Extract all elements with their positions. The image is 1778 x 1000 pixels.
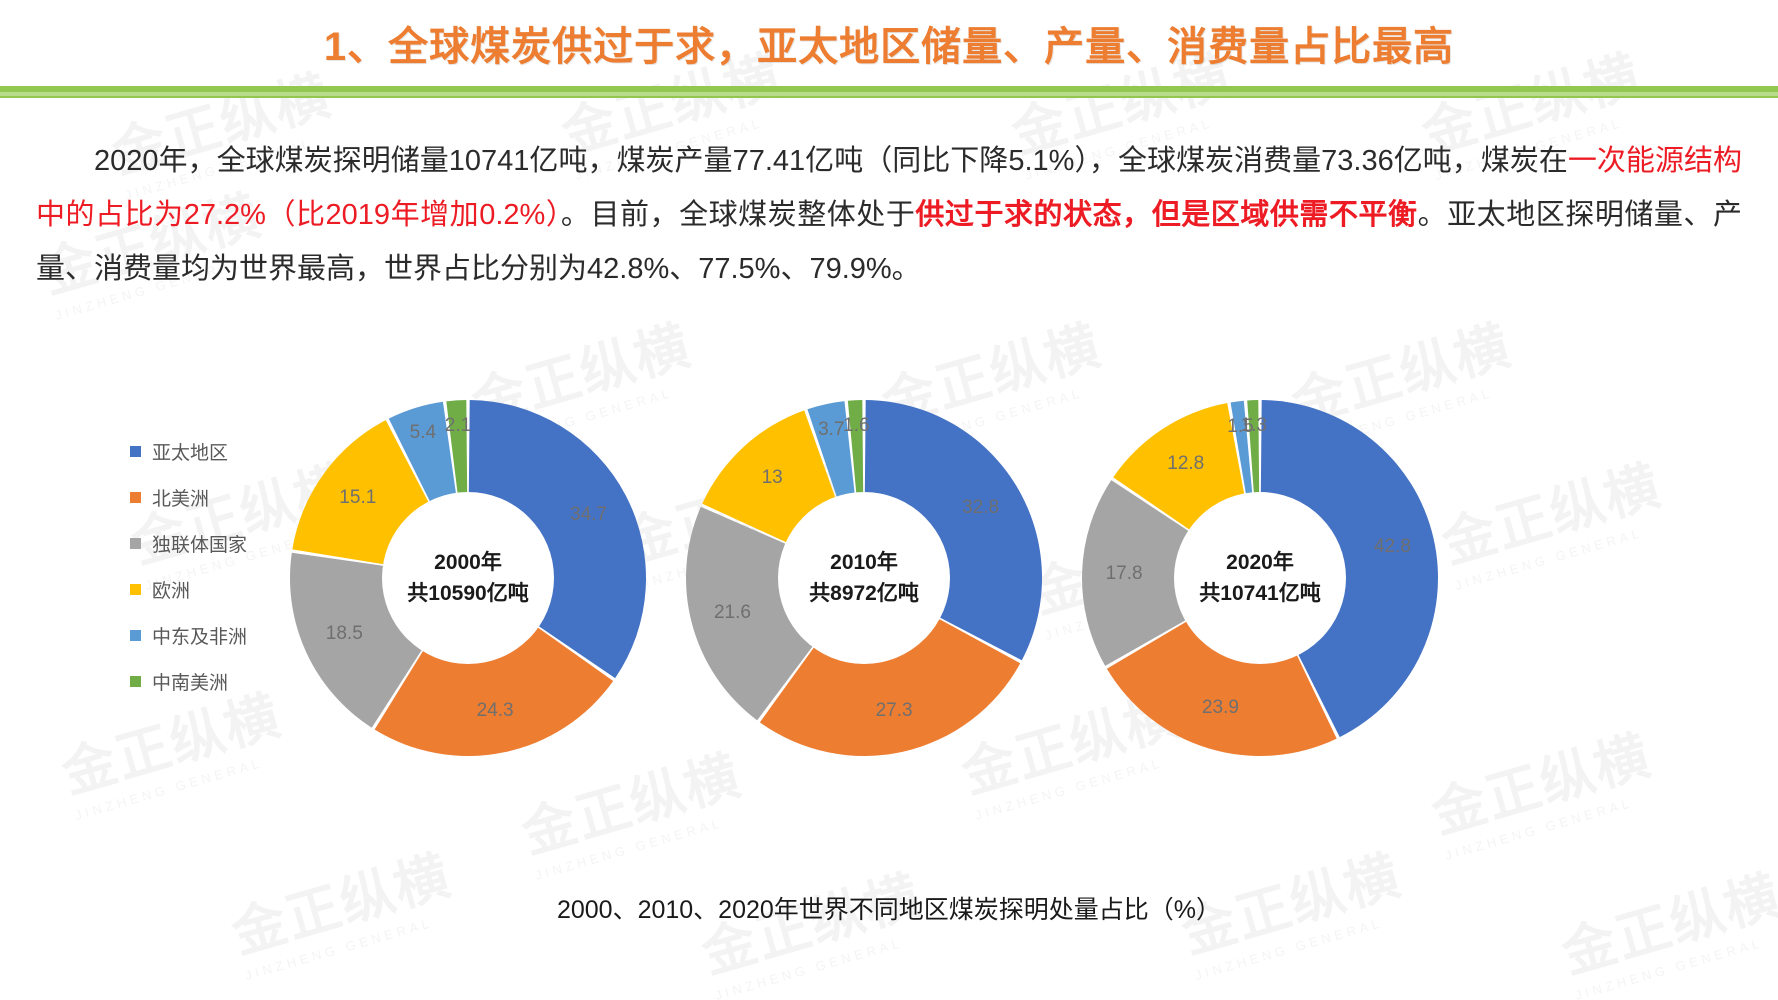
chart-legend: 亚太地区北美洲独联体国家欧洲中东及非洲中南美洲 xyxy=(130,428,310,704)
donut-center-label: 2010年共8972亿吨 xyxy=(778,492,950,664)
legend-item-2[interactable]: 独联体国家 xyxy=(130,520,310,566)
donut-slice[interactable] xyxy=(759,578,1021,756)
donut-center-line: 2020年 xyxy=(1226,551,1294,574)
legend-swatch-icon xyxy=(130,629,141,641)
slice-value-label: 24.3 xyxy=(476,700,514,722)
paragraph-segment-1: 一次能源结构中的占比为27.2%（比2019年增加0.2%） xyxy=(36,145,1742,231)
legend-item-3[interactable]: 欧洲 xyxy=(130,566,310,612)
slice-value-label: 32.8 xyxy=(962,497,1000,519)
header-divider-highlight xyxy=(0,92,1778,96)
slice-value-label: 34.7 xyxy=(570,503,608,525)
legend-item-4[interactable]: 中东及非洲 xyxy=(130,612,310,658)
legend-item-5[interactable]: 中南美洲 xyxy=(130,658,310,704)
donut-chart-2000: 34.7 24.3 18.5 15.1 5.4 2.1 2000年共10590亿吨 xyxy=(288,398,648,758)
legend-item-0[interactable]: 亚太地区 xyxy=(130,428,310,474)
legend-swatch-icon xyxy=(130,537,141,549)
paragraph-segment-3: 供过于求的状态，但是区域供需不平衡 xyxy=(915,199,1418,231)
donut-slice[interactable] xyxy=(1082,480,1260,666)
body-paragraph: 2020年，全球煤炭探明储量10741亿吨，煤炭产量77.41亿吨（同比下降5.… xyxy=(36,134,1742,296)
slice-value-label: 21.6 xyxy=(713,601,751,623)
legend-item-label: 中东及非洲 xyxy=(152,626,248,648)
page-header: 1、全球煤炭供过于求，亚太地区储量、产量、消费量占比最高 xyxy=(0,0,1778,98)
slice-value-label: 3.7 xyxy=(818,418,845,440)
donut-center-line: 2000年 xyxy=(434,551,502,574)
legend-swatch-icon xyxy=(130,445,141,457)
legend-item-label: 独联体国家 xyxy=(152,534,248,556)
slice-value-label: 1.6 xyxy=(843,415,870,437)
paragraph-segment-4: 。亚太地区探明储量、产量、消费量均为世界最高，世界占比分别为42.8%、77.5… xyxy=(36,199,1742,285)
slice-value-label: 42.8 xyxy=(1373,536,1411,558)
slice-value-label: 5.4 xyxy=(409,421,437,443)
header-divider xyxy=(0,86,1778,98)
donut-slice[interactable] xyxy=(1260,400,1438,738)
donut-center-line: 共8972亿吨 xyxy=(809,582,919,605)
slice-value-label: 1.3 xyxy=(1240,415,1268,437)
donut-center-line: 共10590亿吨 xyxy=(407,582,529,605)
legend-swatch-icon xyxy=(130,491,141,503)
donut-slice[interactable] xyxy=(374,578,614,756)
donut-slice[interactable] xyxy=(468,400,646,679)
legend-swatch-icon xyxy=(130,583,141,595)
chart-caption: 2000、2010、2020年世界不同地区煤炭探明处量占比（%） xyxy=(556,896,1222,924)
legend-item-label: 欧洲 xyxy=(152,580,191,602)
donut-center-line: 2010年 xyxy=(830,551,898,574)
donut-center-line: 共10741亿吨 xyxy=(1199,582,1321,605)
paragraph-segment-2: 。目前，全球煤炭整体处于 xyxy=(560,199,916,231)
legend-item-label: 亚太地区 xyxy=(152,442,229,464)
charts-section: 亚太地区北美洲独联体国家欧洲中东及非洲中南美洲 34.7 24.3 18.5 15.1… xyxy=(0,380,1778,940)
slice-value-label: 17.8 xyxy=(1105,562,1143,584)
slice-value-label: 18.5 xyxy=(325,623,363,645)
paragraph-segment-0: 2020年，全球煤炭探明储量10741亿吨，煤炭产量77.41亿吨（同比下降5.… xyxy=(94,145,1568,177)
slice-value-label: 23.9 xyxy=(1201,697,1239,719)
donut-chart-2010: 32.8 27.3 21.6 13 3.7 1.6 2010年共8972亿吨 xyxy=(684,398,1044,758)
donut-chart-2020: 42.8 23.9 17.8 12.8 1.5 1.3 2020年共10741亿吨 xyxy=(1080,398,1440,758)
slice-value-label: 2.1 xyxy=(444,415,472,437)
legend-item-1[interactable]: 北美洲 xyxy=(130,474,310,520)
donut-center-label: 2000年共10590亿吨 xyxy=(382,492,554,664)
slice-value-label: 27.3 xyxy=(875,699,913,721)
legend-item-label: 北美洲 xyxy=(152,488,210,510)
legend-swatch-icon xyxy=(130,675,141,687)
slice-value-label: 15.1 xyxy=(339,487,377,509)
slice-value-label: 1.5 xyxy=(1227,416,1254,438)
donut-center-label: 2020年共10741亿吨 xyxy=(1174,492,1346,664)
legend-item-label: 中南美洲 xyxy=(152,672,229,694)
slice-value-label: 12.8 xyxy=(1167,453,1205,475)
page-title: 1、全球煤炭供过于求，亚太地区储量、产量、消费量占比最高 xyxy=(323,25,1455,69)
slice-value-label: 13 xyxy=(761,466,783,488)
